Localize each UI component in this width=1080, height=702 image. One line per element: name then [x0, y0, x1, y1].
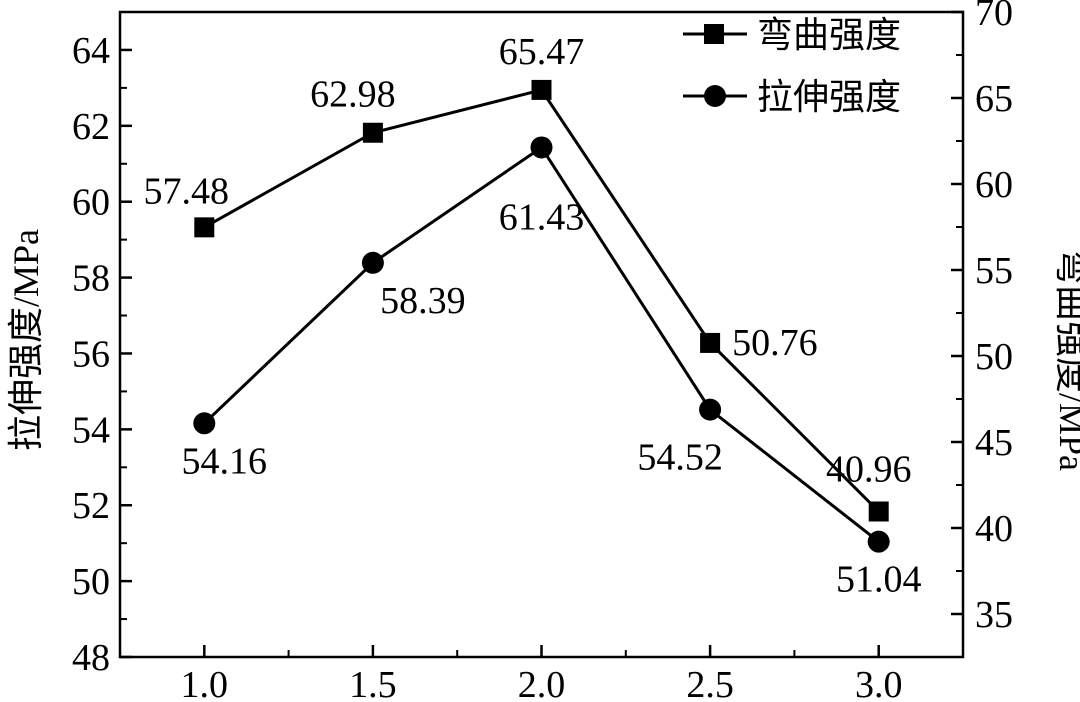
x-tick-label: 1.0	[181, 664, 229, 702]
left-tick-label: 62	[72, 106, 110, 148]
data-label-flexural: 62.98	[310, 74, 396, 116]
point-marker-circle	[867, 530, 890, 553]
x-tick-label: 2.5	[686, 664, 734, 702]
axis-ticks: 48 50 52 54 56 58 60 62 64 35 40 45 50 55 60 65 70 1.0 1.5…	[72, 0, 1013, 702]
legend-marker-square	[704, 24, 724, 44]
point-marker-circle	[530, 136, 553, 159]
point-marker-circle	[699, 398, 722, 421]
data-label-flexural: 40.96	[826, 448, 912, 490]
data-labels: 57.48 62.98 65.47 50.76 40.96 54.16 58.39 61.43…	[144, 31, 922, 601]
data-label-tensile: 61.43	[499, 196, 585, 238]
x-tick-label: 3.0	[855, 664, 903, 702]
point-marker-circle	[193, 412, 216, 435]
point-marker-square	[700, 332, 721, 353]
left-tick-label: 58	[72, 258, 110, 300]
right-tick-label: 50	[975, 336, 1013, 378]
data-label-tensile: 54.16	[182, 440, 268, 482]
left-tick-label: 54	[72, 409, 110, 451]
series-layer	[193, 79, 890, 553]
x-tick-label: 1.5	[349, 664, 397, 702]
left-tick-label: 50	[72, 561, 110, 603]
left-tick-label: 60	[72, 182, 110, 224]
left-tick-label: 64	[72, 30, 110, 72]
left-tick-label: 52	[72, 485, 110, 527]
point-marker-circle	[361, 251, 384, 274]
point-marker-square	[362, 122, 383, 143]
legend-marker-circle	[704, 85, 726, 107]
right-tick-label: 60	[975, 164, 1013, 206]
x-tick-label: 2.0	[518, 664, 566, 702]
legend-label-tensile: 拉伸强度	[757, 77, 901, 117]
right-tick-label: 55	[975, 250, 1013, 292]
left-tick-label: 56	[72, 333, 110, 375]
data-label-tensile: 51.04	[836, 559, 922, 601]
right-tick-label: 45	[975, 422, 1013, 464]
data-label-tensile: 54.52	[637, 437, 723, 479]
right-axis-title: 弯曲强度/MPa	[1052, 249, 1080, 471]
point-marker-square	[531, 79, 552, 100]
point-marker-square	[868, 501, 889, 522]
left-axis-title: 拉伸强度/MPa	[6, 229, 46, 451]
data-label-flexural: 57.48	[144, 170, 230, 212]
data-label-tensile: 58.39	[380, 280, 466, 322]
data-label-flexural: 50.76	[732, 322, 818, 364]
point-marker-square	[194, 217, 215, 238]
legend: 弯曲强度 拉伸强度	[683, 15, 901, 117]
right-tick-label: 70	[975, 0, 1013, 34]
data-label-flexural: 65.47	[499, 31, 585, 73]
legend-label-flexural: 弯曲强度	[757, 15, 901, 55]
right-tick-label: 65	[975, 78, 1013, 120]
right-tick-label: 40	[975, 508, 1013, 550]
left-tick-label: 48	[72, 637, 110, 679]
right-tick-label: 35	[975, 594, 1013, 636]
